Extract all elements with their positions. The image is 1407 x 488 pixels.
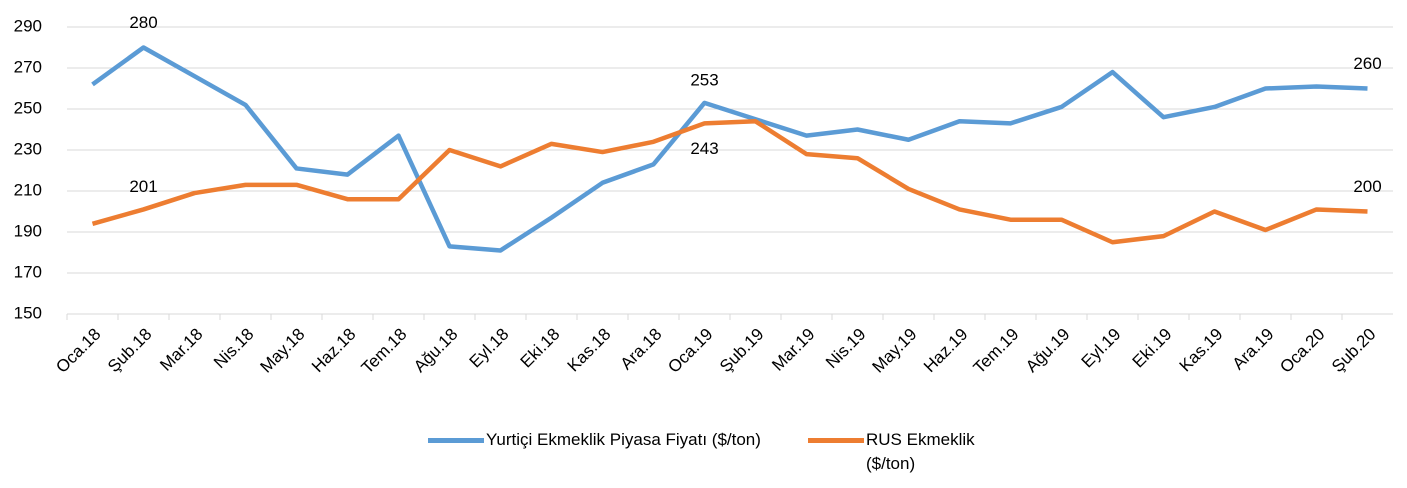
x-tick-label: May.18 xyxy=(257,325,309,377)
x-tick-label: Mar.19 xyxy=(768,325,818,375)
x-tick-label: Oca.20 xyxy=(1276,325,1328,377)
data-label: 260 xyxy=(1353,54,1381,73)
legend-swatch xyxy=(428,438,484,443)
y-tick-label: 170 xyxy=(14,262,42,281)
legend-label: RUS Ekmeklik ($/ton) xyxy=(866,430,975,473)
x-tick-label: Haz.19 xyxy=(920,325,972,377)
x-tick-label: Tem.18 xyxy=(358,325,411,378)
x-tick-label: Tem.19 xyxy=(970,325,1023,378)
legend-item: RUS Ekmeklik ($/ton) xyxy=(808,428,991,476)
legend-swatch xyxy=(808,438,864,443)
x-tick-label: Mar.18 xyxy=(156,325,206,375)
x-tick-label: Eki.18 xyxy=(517,325,564,372)
x-tick-label: Nis.18 xyxy=(210,325,258,373)
y-tick-label: 210 xyxy=(14,180,42,199)
legend-label: Yurtiçi Ekmeklik Piyasa Fiyatı ($/ton) xyxy=(486,430,761,449)
data-label: 243 xyxy=(690,139,718,158)
line-series xyxy=(91,45,1368,253)
x-tick-label: Nis.19 xyxy=(822,325,870,373)
line-series xyxy=(91,119,1368,245)
y-tick-label: 250 xyxy=(14,98,42,117)
x-tick-label: Oca.19 xyxy=(664,325,716,377)
y-tick-label: 270 xyxy=(14,57,42,76)
x-tick-label: Şub.20 xyxy=(1328,325,1380,377)
data-label: 201 xyxy=(129,177,157,196)
x-tick-label: Ağu.18 xyxy=(410,325,462,377)
y-tick-label: 190 xyxy=(14,221,42,240)
x-tick-label: Şub.18 xyxy=(104,325,156,377)
data-label: 280 xyxy=(129,13,157,32)
y-tick-label: 290 xyxy=(14,16,42,35)
data-label: 253 xyxy=(690,70,718,89)
x-tick-label: Eyl.19 xyxy=(1078,325,1125,372)
data-label: 200 xyxy=(1353,177,1381,196)
x-tick-label: Ağu.19 xyxy=(1022,325,1074,377)
y-tick-label: 150 xyxy=(14,303,42,322)
x-tick-label: Oca.18 xyxy=(52,325,104,377)
x-tick-label: Kas.19 xyxy=(1176,325,1227,376)
x-tick-label: Eyl.18 xyxy=(466,325,513,372)
x-tick-label: Ara.18 xyxy=(617,325,666,374)
x-tick-label: Şub.19 xyxy=(716,325,768,377)
x-tick-label: Haz.18 xyxy=(308,325,360,377)
x-tick-label: Ara.19 xyxy=(1229,325,1278,374)
y-tick-label: 230 xyxy=(14,139,42,158)
x-tick-label: May.19 xyxy=(869,325,921,377)
x-tick-label: Eki.19 xyxy=(1129,325,1176,372)
x-tick-label: Kas.18 xyxy=(564,325,615,376)
legend-item: Yurtiçi Ekmeklik Piyasa Fiyatı ($/ton) xyxy=(428,428,776,452)
